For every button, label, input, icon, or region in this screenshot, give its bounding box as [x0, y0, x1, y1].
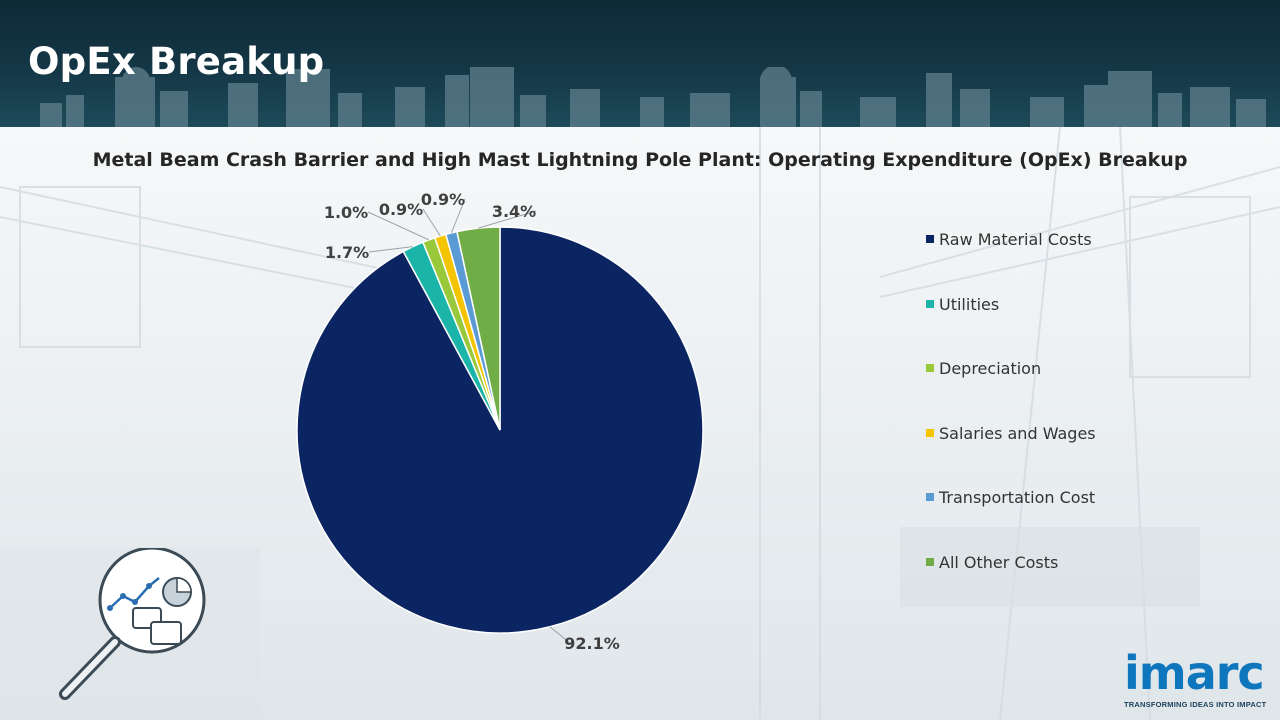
- legend-item: Salaries and Wages: [926, 424, 1096, 443]
- legend-swatch: [926, 364, 934, 373]
- legend-swatch: [926, 235, 934, 243]
- data-label: 0.9%: [421, 190, 465, 209]
- magnifier-analytics-icon: [59, 548, 206, 700]
- imarc-logo: imarc TRANSFORMING IDEAS INTO IMPACT: [1124, 650, 1274, 709]
- legend-label: Salaries and Wages: [939, 423, 1096, 443]
- page-title: OpEx Breakup: [28, 40, 325, 83]
- legend-label: Transportation Cost: [939, 488, 1096, 508]
- leader-line: [450, 198, 466, 234]
- data-label: 1.7%: [325, 243, 369, 262]
- legend-item: Raw Material Costs: [926, 230, 1092, 249]
- legend-item: All Other Costs: [926, 553, 1058, 572]
- legend-label: Utilities: [939, 294, 1000, 314]
- legend-item: Depreciation: [926, 359, 1041, 378]
- header-banner: OpEx Breakup: [0, 0, 1280, 127]
- data-label: 3.4%: [492, 202, 536, 221]
- legend-label: All Other Costs: [939, 553, 1059, 572]
- chart-title: Metal Beam Crash Barrier and High Mast L…: [92, 149, 1188, 171]
- leader-line: [549, 626, 571, 644]
- legend-item: Transportation Cost: [926, 488, 1095, 507]
- legend-label: Depreciation: [939, 359, 1042, 379]
- legend-label: Raw Material Costs: [939, 230, 1092, 249]
- data-label: 1.0%: [324, 203, 368, 222]
- legend-swatch: [926, 493, 934, 502]
- legend-swatch: [926, 558, 934, 566]
- data-label: 0.9%: [379, 200, 423, 219]
- legend-item: Utilities: [926, 295, 999, 314]
- legend-swatch: [926, 428, 934, 437]
- leader-line: [368, 246, 414, 253]
- data-label: 92.1%: [564, 634, 620, 653]
- city-skyline-decoration: [40, 67, 1266, 127]
- leader-line: [478, 210, 537, 229]
- brand-tagline: TRANSFORMING IDEAS INTO IMPACT: [1124, 700, 1267, 709]
- legend-swatch: [926, 299, 934, 308]
- brand-logo-text: imarc: [1124, 646, 1265, 700]
- leader-line: [367, 211, 430, 241]
- leader-line: [422, 208, 441, 237]
